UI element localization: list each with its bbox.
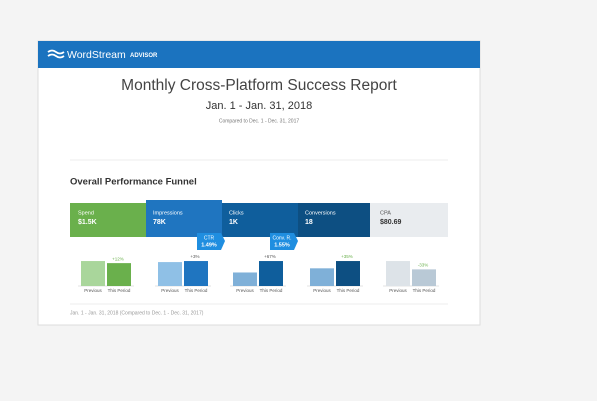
funnel-step — [70, 203, 150, 237]
ratio-tag — [270, 233, 298, 250]
bar — [158, 262, 182, 286]
funnel-value: $80.69 — [380, 219, 402, 226]
bar — [412, 269, 436, 286]
funnel-step — [298, 203, 370, 237]
product: ADVISOR — [130, 53, 158, 59]
footer-note: Jan. 1 - Jan. 31, 2018 (Compared to Dec.… — [70, 310, 204, 316]
ratio-label: Conv. R. — [272, 235, 291, 241]
funnel-value: 18 — [305, 219, 313, 226]
bar-label: Previous — [161, 288, 179, 293]
bar-label: This Period — [108, 288, 131, 293]
ratio-value: 1.49% — [201, 242, 217, 248]
funnel-step — [146, 200, 222, 237]
change-label: +3% — [190, 254, 199, 259]
logo-icon — [47, 49, 65, 59]
ratio-value: 1.55% — [274, 242, 290, 248]
funnel-label: Impressions — [153, 210, 183, 216]
change-label: +35% — [341, 254, 353, 259]
report-comparison: Compared to Dec. 1 - Dec. 31, 2017 — [219, 118, 300, 124]
bar — [386, 261, 410, 286]
funnel-text: Spend $1.5K Impressions 78K Clicks 1K Co… — [78, 210, 402, 248]
change-label: +67% — [264, 254, 276, 259]
funnel-value: 1K — [229, 219, 238, 226]
bar-label: Previous — [313, 288, 331, 293]
section-title: Overall Performance Funnel — [70, 177, 197, 188]
change-label: +12% — [112, 256, 124, 261]
bar-label: This Period — [337, 288, 360, 293]
bar — [81, 261, 105, 286]
brand: WordStream — [67, 49, 126, 61]
funnel-value: $1.5K — [78, 219, 97, 226]
funnel-step — [222, 203, 298, 237]
ratio-tag — [197, 233, 225, 250]
bar-label: This Period — [260, 288, 283, 293]
bar — [184, 261, 208, 286]
bar-label: This Period — [413, 288, 436, 293]
bar — [107, 263, 131, 286]
bar-label: This Period — [185, 288, 208, 293]
report-period: Jan. 1 - Jan. 31, 2018 — [206, 100, 312, 112]
bar — [336, 261, 360, 286]
report-title: Monthly Cross-Platform Success Report — [121, 77, 397, 94]
funnel-label: Conversions — [305, 210, 336, 216]
bar — [310, 268, 334, 286]
header-bar — [38, 41, 480, 68]
change-label: -33% — [418, 263, 429, 268]
funnel-label: CPA — [380, 210, 391, 216]
bar-label: Previous — [389, 288, 407, 293]
ratio-label: CTR — [204, 235, 215, 241]
bar-label: Previous — [236, 288, 254, 293]
bar — [233, 272, 257, 286]
funnel-step — [370, 203, 448, 237]
funnel-label: Clicks — [229, 210, 244, 216]
bar — [259, 261, 283, 286]
funnel-value: 78K — [153, 219, 166, 226]
bar-label: Previous — [84, 288, 102, 293]
funnel-label: Spend — [78, 210, 94, 216]
